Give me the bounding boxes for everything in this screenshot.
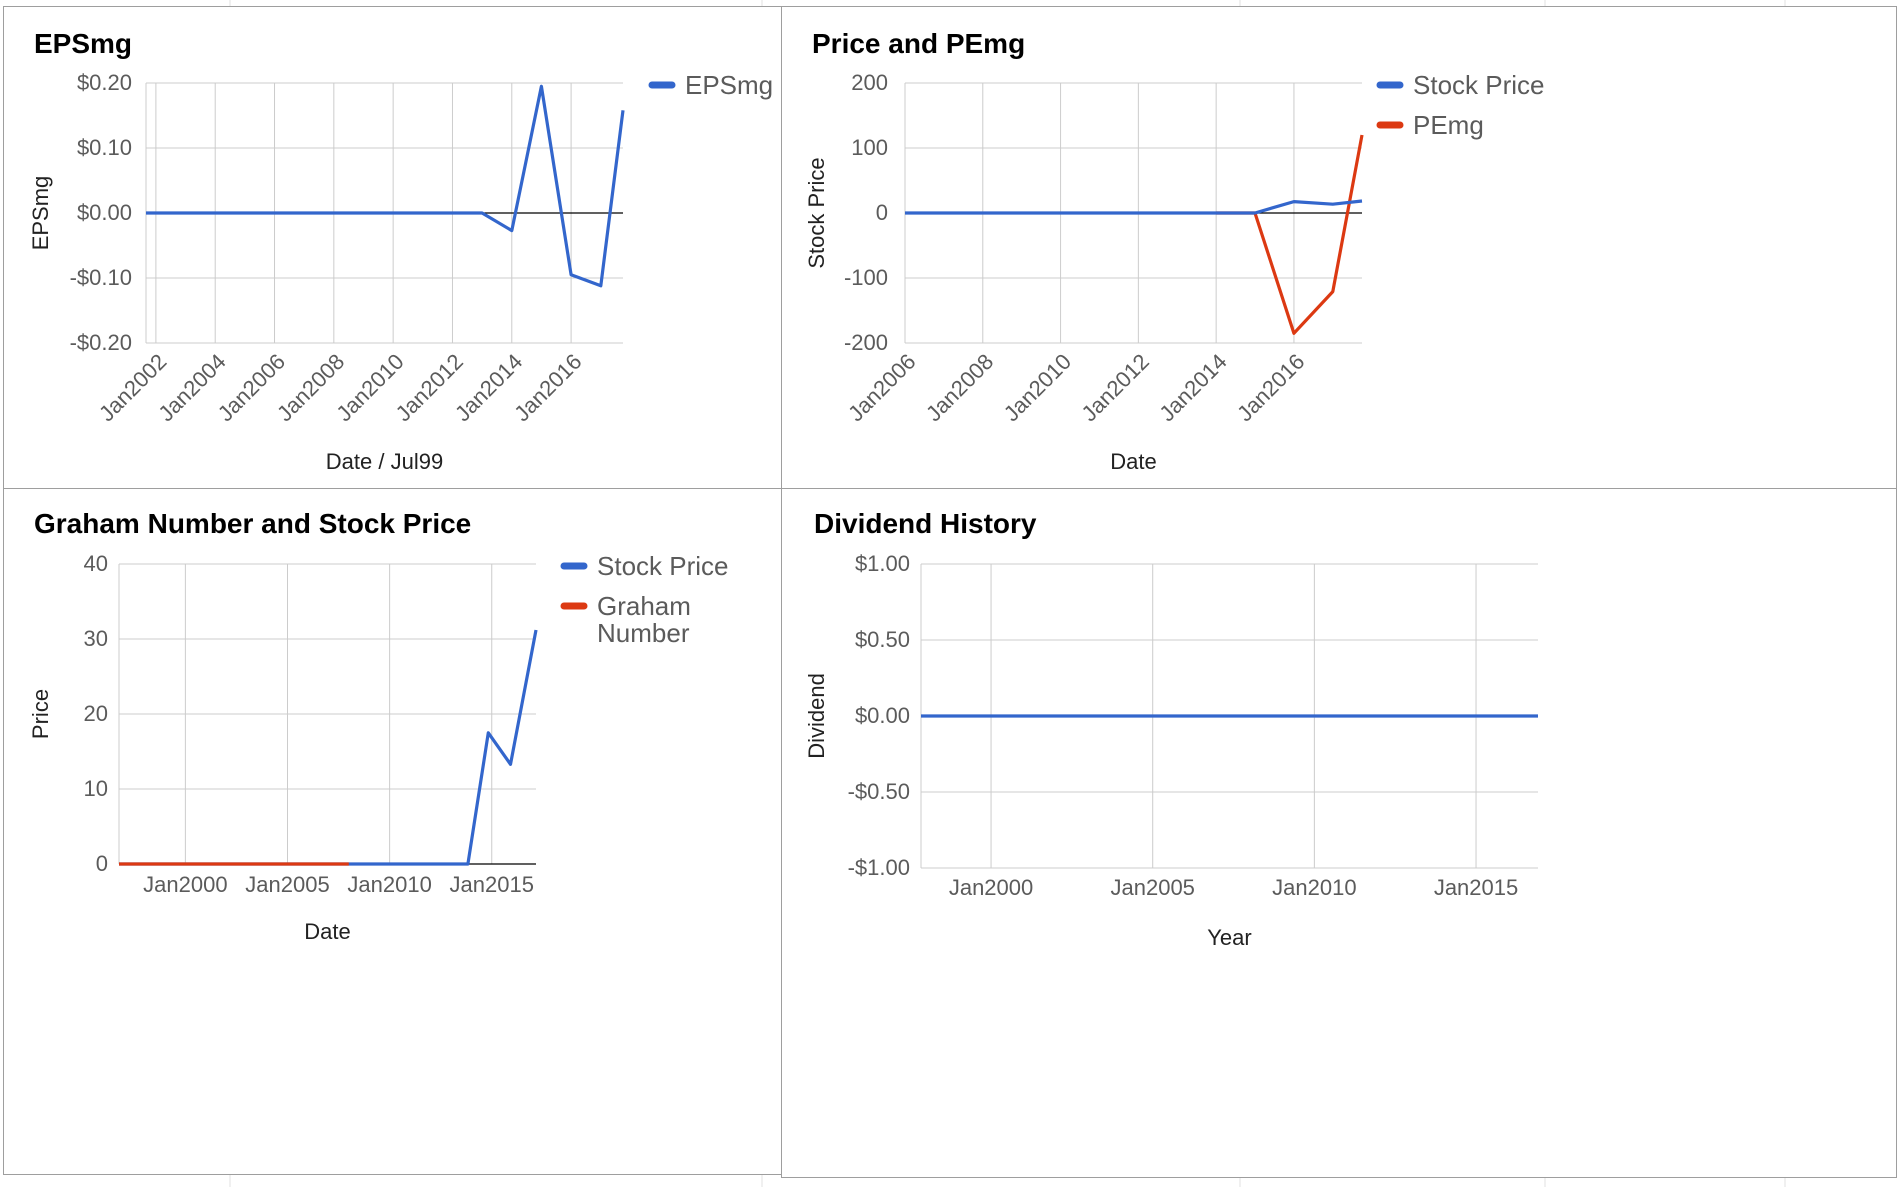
y-tick-label: $0.00 <box>77 200 132 225</box>
y-tick-label: -$0.20 <box>70 330 132 355</box>
legend-label: Graham <box>597 591 691 621</box>
chart-title: Price and PEmg <box>812 28 1025 59</box>
x-tick-label: Jan2010 <box>347 872 431 897</box>
price-pemg-chart-panel[interactable]: Price and PEmg 200 100 0 -100 -200 Jan2006 Jan… <box>781 6 1897 490</box>
y-tick-label: 30 <box>84 626 108 651</box>
x-tick-label: Jan2000 <box>143 872 227 897</box>
chart-title: Dividend History <box>814 508 1037 539</box>
y-axis-title: Price <box>28 689 53 739</box>
epsmg-chart-panel[interactable]: EPSmg $0.20 $0.10 $0.00 -$0.10 -$0.20 Jan2002… <box>3 6 782 490</box>
y-tick-label: $0.50 <box>855 627 910 652</box>
y-tick-label: 0 <box>876 200 888 225</box>
x-tick-label: Jan2015 <box>450 872 534 897</box>
y-tick-label: $0.00 <box>855 703 910 728</box>
series-line-stock-price <box>119 629 538 866</box>
x-tick-label: Jan2006 <box>843 349 920 426</box>
x-tick-label: Jan2005 <box>245 872 329 897</box>
y-tick-label: -200 <box>844 330 888 355</box>
legend-label: EPSmg <box>685 70 773 100</box>
x-tick-label: Jan2000 <box>949 875 1033 900</box>
y-tick-label: -100 <box>844 265 888 290</box>
y-tick-label: 200 <box>851 70 888 95</box>
x-tick-label: Jan2012 <box>1077 349 1154 426</box>
y-tick-label: 10 <box>84 776 108 801</box>
y-axis-title: Dividend <box>804 673 829 759</box>
x-tick-label: Jan2005 <box>1111 875 1195 900</box>
y-tick-label: 20 <box>84 701 108 726</box>
chart-title: Graham Number and Stock Price <box>34 508 471 539</box>
legend-label: Stock Price <box>597 551 729 581</box>
x-axis-title: Date / Jul99 <box>326 449 443 474</box>
x-tick-label: Jan2008 <box>921 349 998 426</box>
x-tick-label: Jan2016 <box>1232 349 1309 426</box>
graham-number-chart: Graham Number and Stock Price 40 30 20 10 0 J… <box>28 508 729 944</box>
x-axis-title: Date <box>1110 449 1156 474</box>
y-tick-label: $0.10 <box>77 135 132 160</box>
x-axis-title: Date <box>304 919 350 944</box>
chart-title: EPSmg <box>34 28 132 59</box>
dividend-history-chart-panel[interactable]: Dividend History $1.00 $0.50 $0.00 -$0.50 -$… <box>781 488 1897 1178</box>
y-tick-label: -$0.50 <box>848 779 910 804</box>
dividend-history-chart: Dividend History $1.00 $0.50 $0.00 -$0.50 -$… <box>804 508 1538 950</box>
x-tick-label: Jan2010 <box>999 349 1076 426</box>
legend-label: PEmg <box>1413 110 1484 140</box>
y-tick-label: 40 <box>84 551 108 576</box>
y-axis-title: Stock Price <box>804 157 829 268</box>
y-tick-label: $0.20 <box>77 70 132 95</box>
x-tick-label: Jan2010 <box>1272 875 1356 900</box>
legend-label: Number <box>597 618 690 648</box>
series-line-stock-price <box>905 199 1363 215</box>
series-line-pemg <box>1216 134 1364 335</box>
x-axis-title: Year <box>1207 925 1251 950</box>
x-tick-label: Jan2014 <box>1154 349 1231 426</box>
y-tick-label: $1.00 <box>855 551 910 576</box>
legend-label: Stock Price <box>1413 70 1545 100</box>
y-tick-label: -$0.10 <box>70 265 132 290</box>
y-tick-label: 0 <box>96 851 108 876</box>
y-tick-label: -$1.00 <box>848 855 910 880</box>
series-line-epsmg <box>146 84 625 288</box>
graham-number-chart-panel[interactable]: Graham Number and Stock Price 40 30 20 10 0 J… <box>3 488 782 1175</box>
epsmg-chart: EPSmg $0.20$0.10$0.00-$0.10-$0.20Jan2002… <box>28 28 773 474</box>
y-axis-title: EPSmg <box>28 176 53 251</box>
y-tick-label: 100 <box>851 135 888 160</box>
x-tick-label: Jan2015 <box>1434 875 1518 900</box>
